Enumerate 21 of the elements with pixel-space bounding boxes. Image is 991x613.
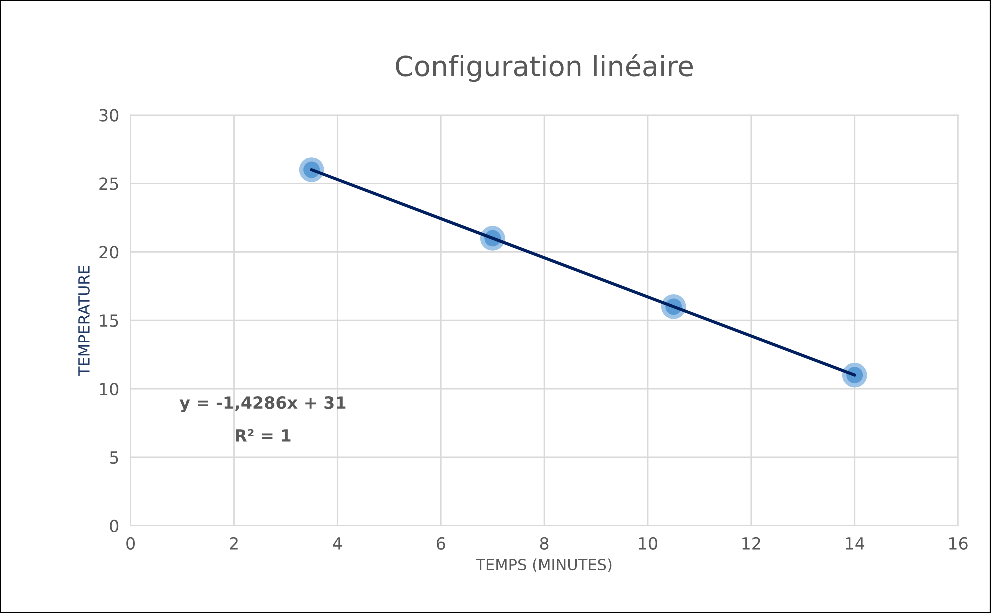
y-tick-label: 20: [100, 246, 119, 259]
x-tick-label: 4: [333, 538, 342, 550]
y-tick-label: 15: [100, 314, 118, 328]
y-axis-title: TEMPERATURE: [78, 266, 90, 376]
y-tick-label: 10: [100, 383, 119, 396]
annotation: R² = 1: [236, 429, 291, 442]
chart-title: Configuration linéaire: [396, 54, 694, 82]
y-tick-label: 25: [100, 178, 118, 190]
x-tick-label: 14: [846, 538, 865, 550]
x-tick-label: 16: [950, 537, 968, 550]
x-tick-label: 10: [639, 537, 658, 550]
x-axis-title: TEMPS (MINUTES): [476, 558, 612, 572]
annotation: y = -1,4286x + 31: [180, 396, 346, 412]
x-tick-label: 2: [230, 537, 238, 550]
x-tick-label: 6: [436, 537, 446, 550]
y-tick-label: 0: [110, 520, 119, 533]
y-tick-label: 30: [100, 109, 119, 122]
x-tick-label: 8: [540, 537, 549, 550]
x-tick-label: 0: [126, 537, 136, 550]
y-tick-label: 5: [110, 452, 118, 464]
x-tick-label: 12: [742, 537, 760, 550]
